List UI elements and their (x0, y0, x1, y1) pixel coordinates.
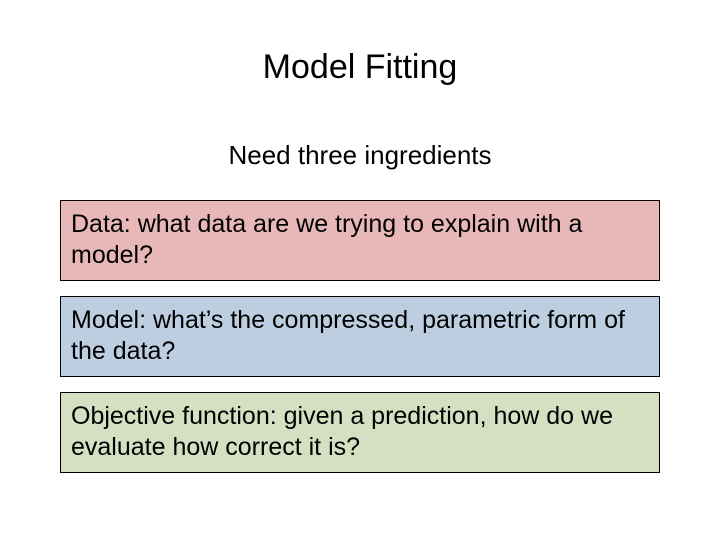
ingredient-box-objective: Objective function: given a prediction, … (60, 392, 660, 473)
slide: Model Fitting Need three ingredients Dat… (0, 0, 720, 540)
ingredient-box-model: Model: what’s the compressed, parametric… (60, 296, 660, 377)
ingredient-box-data: Data: what data are we trying to explain… (60, 200, 660, 281)
slide-title: Model Fitting (0, 48, 720, 87)
slide-subtitle: Need three ingredients (0, 140, 720, 171)
